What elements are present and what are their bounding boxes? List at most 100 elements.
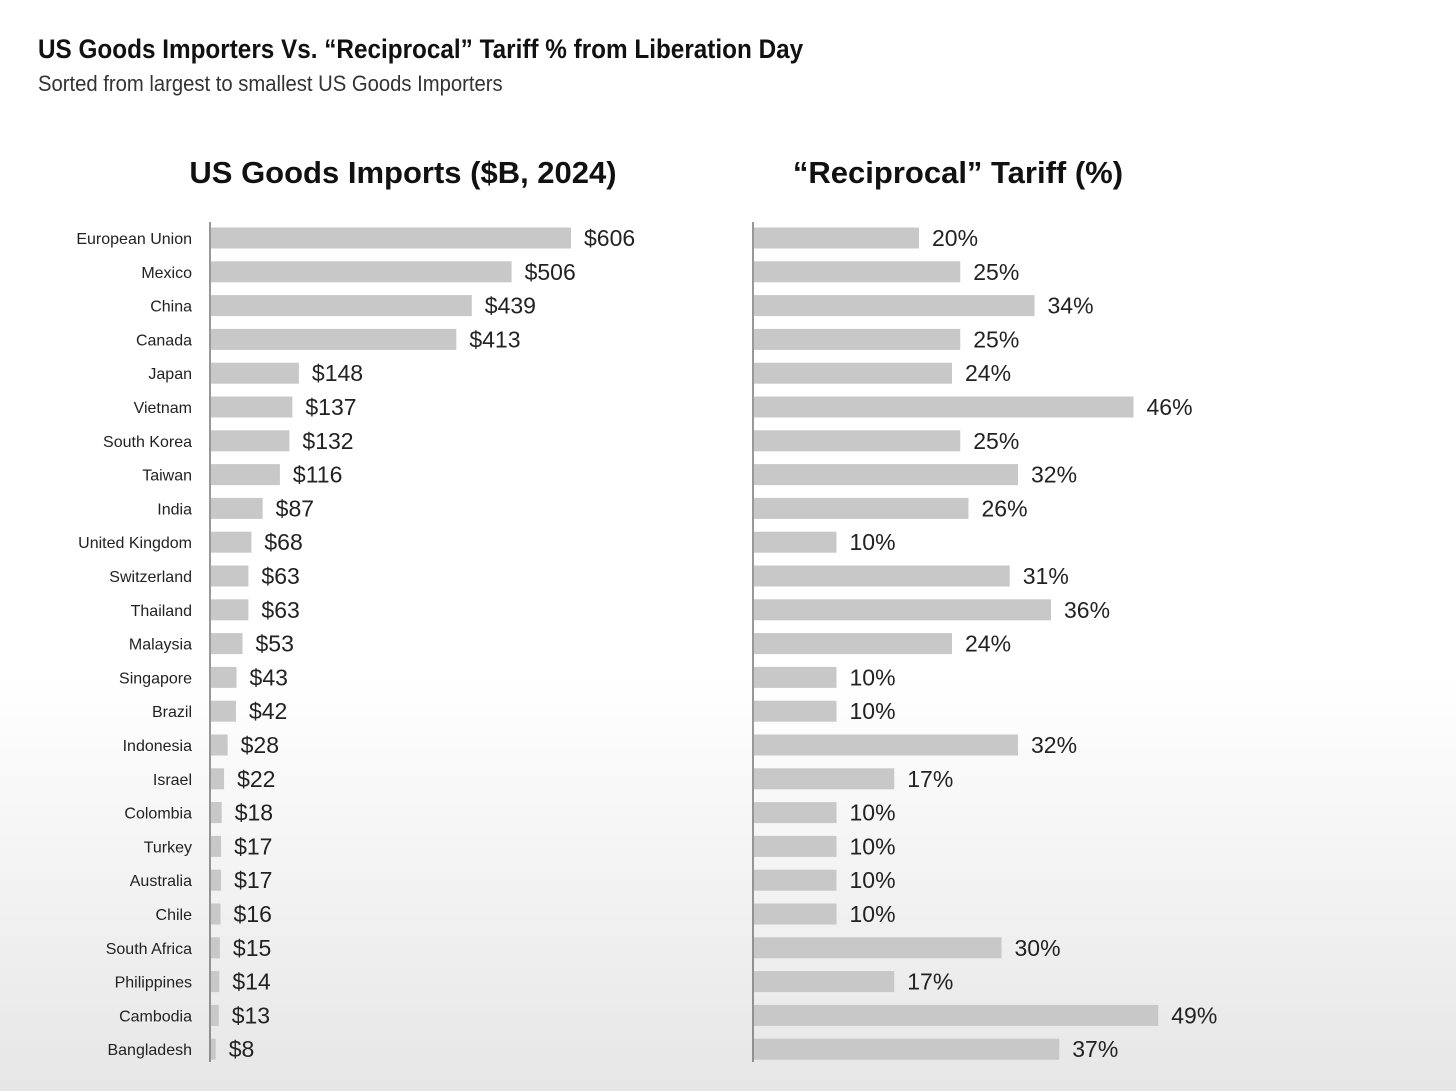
tariff-chart-title: “Reciprocal” Tariff (%) — [793, 155, 1123, 190]
imports-bar — [211, 835, 222, 857]
tariff-value-label: 10% — [850, 901, 896, 927]
tariff-value-label: 10% — [850, 664, 896, 690]
tariff-bar — [754, 227, 919, 249]
imports-bar — [211, 700, 236, 722]
imports-category-label: European Union — [76, 231, 192, 248]
imports-chart-title: US Goods Imports ($B, 2024) — [189, 155, 616, 190]
imports-category-label: Cambodia — [119, 1008, 192, 1025]
tariff-bar — [754, 599, 1051, 621]
tariff-value-label: 32% — [1031, 462, 1077, 488]
imports-category-label: Bangladesh — [107, 1042, 192, 1059]
imports-bar — [211, 734, 228, 756]
tariff-value-label: 25% — [973, 259, 1019, 285]
imports-category-label: Singapore — [119, 670, 192, 687]
imports-value-label: $68 — [264, 529, 302, 555]
tariff-value-label: 24% — [965, 631, 1011, 657]
imports-value-label: $15 — [233, 935, 271, 961]
tariff-value-label: 37% — [1072, 1036, 1118, 1062]
imports-bar — [211, 295, 472, 317]
imports-category-label: Switzerland — [109, 569, 192, 586]
imports-bar — [211, 227, 571, 249]
tariff-value-label: 32% — [1031, 732, 1077, 758]
imports-bar — [211, 497, 263, 519]
tariff-bars-group: 20%25%34%25%24%46%25%32%26%10%31%36%24%1… — [754, 225, 1217, 1062]
imports-bar — [211, 464, 280, 486]
tariff-bar — [754, 903, 837, 925]
imports-bar — [211, 768, 225, 790]
imports-bar — [211, 666, 237, 688]
imports-category-label: Indonesia — [123, 738, 192, 755]
imports-value-label: $16 — [234, 901, 272, 927]
imports-bar — [211, 971, 220, 993]
tariff-bar — [754, 1038, 1060, 1060]
tariff-value-label: 26% — [982, 495, 1028, 521]
imports-bar — [211, 869, 222, 891]
tariff-value-label: 10% — [850, 833, 896, 859]
imports-category-label: South Africa — [106, 941, 192, 958]
imports-bar — [211, 362, 299, 384]
tariff-value-label: 17% — [907, 766, 953, 792]
imports-value-label: $14 — [232, 969, 271, 995]
imports-bar — [211, 328, 457, 350]
tariff-value-label: 25% — [973, 326, 1019, 352]
imports-value-label: $137 — [305, 394, 356, 420]
imports-value-label: $63 — [261, 563, 299, 589]
imports-value-label: $53 — [255, 631, 293, 657]
tariff-bar — [754, 869, 837, 891]
tariff-bar — [754, 666, 837, 688]
imports-value-label: $8 — [229, 1036, 255, 1062]
imports-value-label: $22 — [237, 766, 275, 792]
imports-bar — [211, 396, 293, 418]
imports-value-label: $439 — [485, 293, 536, 319]
imports-value-label: $132 — [302, 428, 353, 454]
imports-category-label: Malaysia — [129, 637, 192, 654]
tariff-bar — [754, 396, 1134, 418]
imports-category-label: South Korea — [103, 434, 192, 451]
imports-category-label: Brazil — [152, 704, 192, 721]
tariff-value-label: 20% — [932, 225, 978, 251]
tariff-value-label: 46% — [1147, 394, 1193, 420]
imports-category-label: United Kingdom — [78, 535, 192, 552]
tariff-bar — [754, 464, 1018, 486]
imports-bar — [211, 1038, 216, 1060]
imports-category-label: Colombia — [124, 806, 192, 823]
tariff-value-label: 24% — [965, 360, 1011, 386]
imports-bar — [211, 903, 221, 925]
imports-value-label: $116 — [293, 462, 342, 488]
imports-category-label: Turkey — [144, 839, 192, 856]
imports-category-label: Australia — [130, 873, 192, 890]
imports-value-label: $606 — [584, 225, 635, 251]
tariff-value-label: 10% — [850, 529, 896, 555]
imports-value-label: $18 — [235, 800, 273, 826]
imports-category-label: Japan — [148, 366, 192, 383]
imports-bars-group: European Union $606 Mexico $506 China $439 Can… — [76, 225, 635, 1062]
tariff-bar — [754, 802, 837, 824]
tariff-bar — [754, 295, 1035, 317]
imports-bar — [211, 430, 290, 452]
imports-category-label: China — [150, 299, 192, 316]
tariff-bar — [754, 565, 1010, 587]
tariff-value-label: 49% — [1171, 1002, 1217, 1028]
imports-category-label: Chile — [156, 907, 193, 924]
tariff-value-label: 30% — [1015, 935, 1061, 961]
imports-value-label: $148 — [312, 360, 363, 386]
imports-category-label: Taiwan — [142, 468, 192, 485]
imports-value-label: $43 — [250, 664, 288, 690]
tariff-bar — [754, 700, 837, 722]
imports-bar — [211, 565, 249, 587]
imports-value-label: $17 — [234, 867, 272, 893]
imports-bar — [211, 802, 222, 824]
imports-bar — [211, 633, 243, 655]
tariff-value-label: 31% — [1023, 563, 1069, 589]
tariff-bar — [754, 835, 837, 857]
tariff-bar — [754, 734, 1018, 756]
tariff-bar — [754, 1004, 1159, 1026]
tariff-bar — [754, 497, 969, 519]
imports-category-label: Vietnam — [134, 400, 192, 417]
imports-value-label: $87 — [276, 495, 314, 521]
imports-value-label: $506 — [525, 259, 576, 285]
imports-bar — [211, 531, 252, 553]
imports-value-label: $413 — [469, 326, 520, 352]
page-title: US Goods Importers Vs. “Reciprocal” Tari… — [38, 34, 804, 64]
